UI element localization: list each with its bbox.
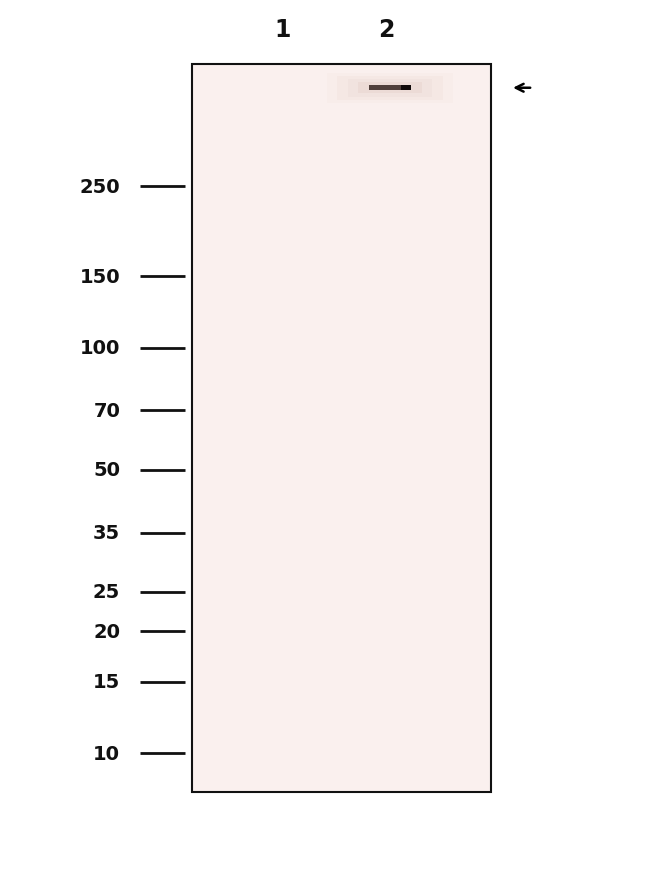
Text: 20: 20 (93, 622, 120, 640)
Text: 10: 10 (93, 744, 120, 763)
Text: 15: 15 (93, 673, 120, 692)
Bar (192, 65, 491, 793)
Text: 35: 35 (93, 523, 120, 542)
Bar (337, 76, 443, 101)
Text: 2: 2 (378, 18, 395, 43)
Text: 100: 100 (80, 339, 120, 358)
Text: 150: 150 (79, 268, 120, 287)
Bar (369, 86, 411, 91)
Text: 250: 250 (79, 177, 120, 196)
Text: 70: 70 (94, 401, 120, 421)
Text: 1: 1 (274, 18, 291, 43)
Bar (369, 86, 411, 91)
Bar (400, 86, 411, 91)
Text: 25: 25 (93, 582, 120, 601)
Bar (326, 74, 454, 103)
Bar (358, 83, 422, 95)
Text: 50: 50 (93, 461, 120, 480)
Bar (348, 80, 432, 97)
